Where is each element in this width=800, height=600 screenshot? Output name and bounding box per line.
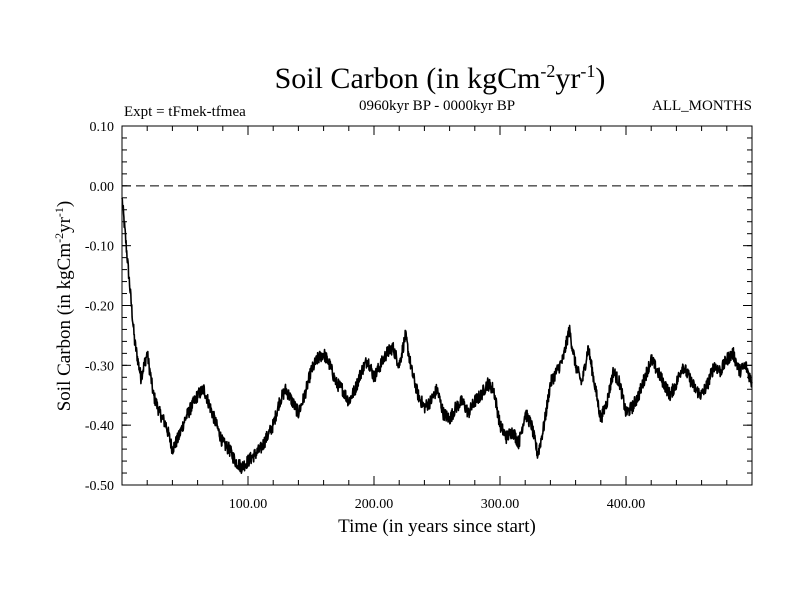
y-tick-label: -0.20 [85, 300, 114, 315]
plot-frame [121, 125, 753, 486]
series-line-tfmek-tfmea [121, 197, 753, 474]
chart-title: Soil Carbon (in kgCm-2yr-1) [275, 61, 606, 95]
y-tick-label: 0.10 [90, 120, 115, 135]
x-tick-label: 200.00 [355, 497, 394, 512]
y-tick-label: -0.10 [85, 240, 114, 255]
y-tick-label: -0.50 [85, 479, 114, 494]
x-tick-label: 300.00 [481, 497, 520, 512]
y-tick-label: -0.30 [85, 359, 114, 374]
y-tick-label: -0.40 [85, 419, 114, 434]
months-label: ALL_MONTHS [652, 98, 752, 114]
experiment-label: Expt = tFmek-tfmea [124, 104, 246, 120]
y-tick-label: 0.00 [90, 180, 115, 195]
x-tick-label: 400.00 [607, 497, 646, 512]
x-tick-label: 100.00 [229, 497, 268, 512]
x-axis-label: Time (in years since start) [338, 516, 536, 537]
period-label: 0960kyr BP - 0000kyr BP [359, 98, 515, 114]
y-axis-label: Soil Carbon (in kgCm-2yr-1) [52, 201, 75, 412]
